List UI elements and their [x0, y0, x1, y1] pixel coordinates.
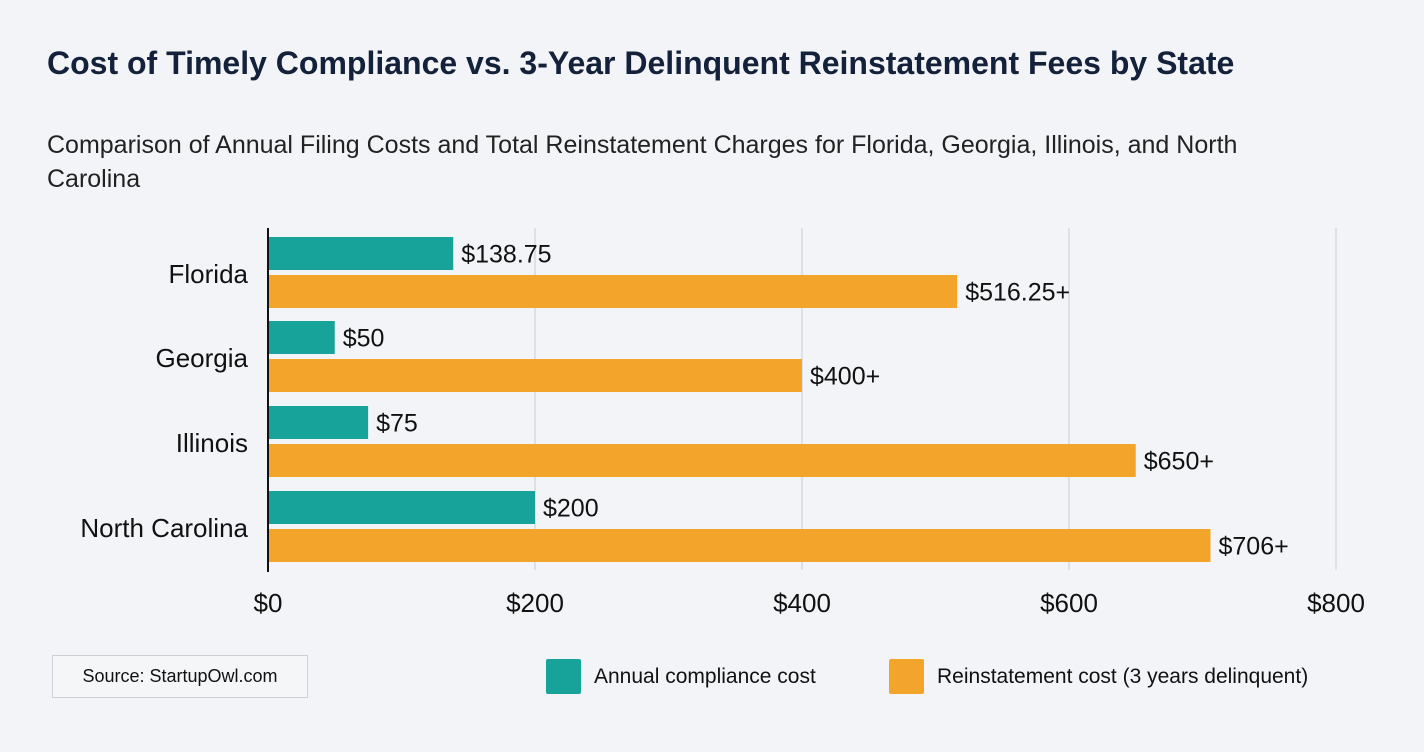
x-tick-label: $0: [254, 588, 283, 618]
bar-reinstatement: [268, 275, 958, 308]
chart-subtitle: Comparison of Annual Filing Costs and To…: [47, 131, 1238, 193]
legend-swatch-reinstatement: [889, 659, 924, 694]
legend-item-annual: Annual compliance cost: [546, 659, 816, 694]
x-tick-label: $600: [1040, 588, 1098, 618]
x-tick-label: $800: [1307, 588, 1365, 618]
legend-item-reinstatement: Reinstatement cost (3 years delinquent): [889, 659, 1308, 694]
category-label: North Carolina: [80, 513, 248, 543]
x-tick-label: $200: [506, 588, 564, 618]
bar-annual: [268, 237, 454, 270]
category-label: Florida: [169, 259, 249, 289]
data-label: $650+: [1144, 448, 1214, 476]
category-label: Georgia: [156, 343, 249, 373]
data-label: $200: [543, 495, 599, 523]
chart-title: Cost of Timely Compliance vs. 3-Year Del…: [47, 45, 1235, 81]
data-label: $706+: [1219, 533, 1289, 561]
bar-reinstatement: [268, 529, 1211, 562]
legend-label-annual: Annual compliance cost: [594, 664, 816, 688]
source-note: Source: StartupOwl.com: [52, 655, 308, 698]
bar-chart: $0 $200 $400 $600 $800 Florida $138.75 $516.25+…: [80, 228, 1365, 618]
data-label: $50: [343, 325, 385, 353]
bar-reinstatement: [268, 444, 1136, 477]
bar-reinstatement: [268, 359, 802, 392]
x-tick-label: $400: [773, 588, 831, 618]
bar-annual: [268, 406, 369, 439]
data-label: $516.25+: [965, 279, 1070, 307]
data-label: $75: [376, 410, 418, 438]
category-label: Illinois: [176, 428, 248, 458]
legend-label-reinstatement: Reinstatement cost (3 years delinquent): [937, 664, 1309, 688]
bar-annual: [268, 491, 535, 524]
data-label: $400+: [810, 363, 880, 391]
bar-annual: [268, 321, 335, 354]
data-label: $138.75: [461, 241, 551, 269]
legend-swatch-annual: [546, 659, 581, 694]
